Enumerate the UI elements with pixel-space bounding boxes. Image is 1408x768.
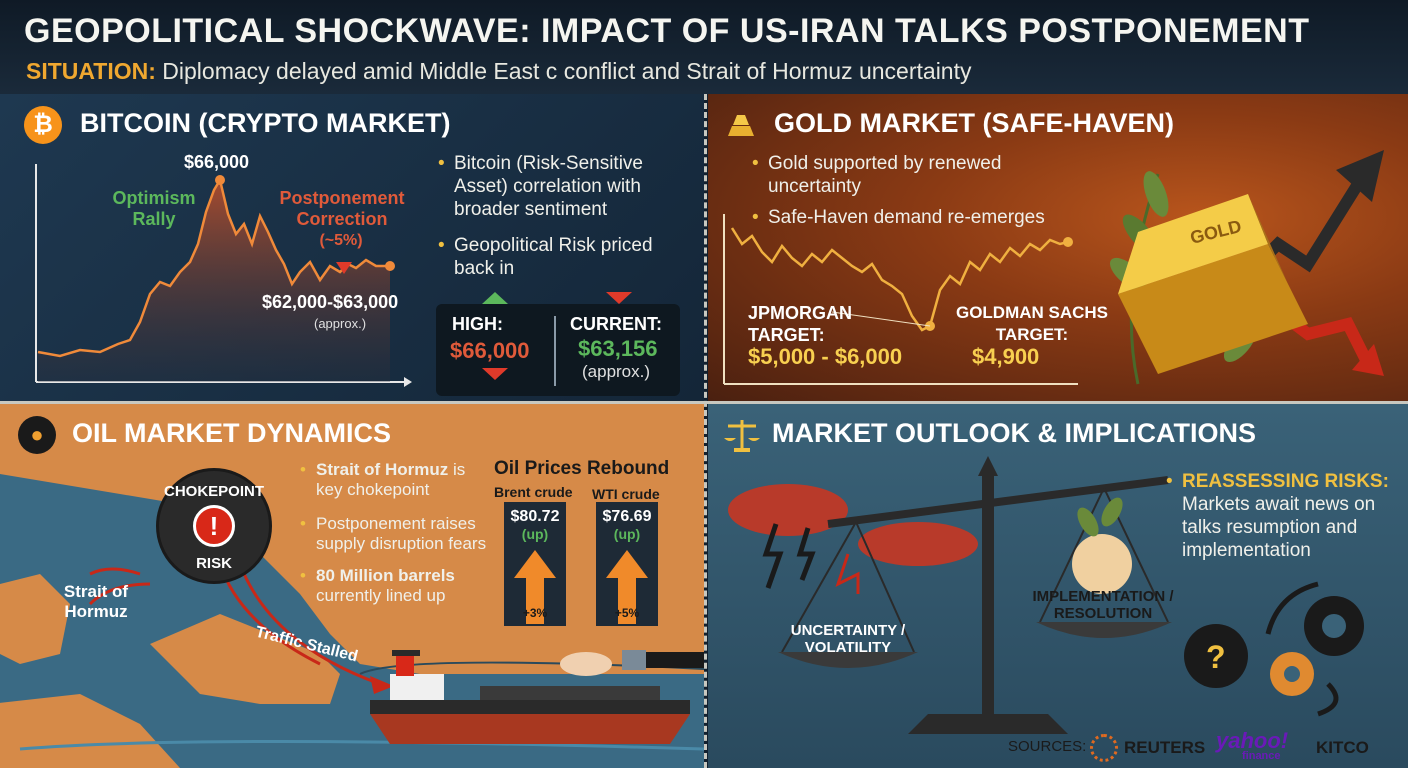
brent-label: Brent crude xyxy=(494,484,573,500)
wti-card: $76.69 (up) +5% xyxy=(596,502,658,626)
warning-icon: ! xyxy=(193,505,235,547)
gold-panel: GOLD MARKET (SAFE-HAVEN) Gold supported … xyxy=(708,94,1408,402)
brent-card: $80.72 (up) +3% xyxy=(504,502,566,626)
kitco-source: KITCO xyxy=(1316,738,1369,757)
postponement-correction-label: Postponement Correction xyxy=(279,188,405,229)
strait-of-hormuz-label: Strait of Hormuz xyxy=(63,582,129,621)
chokepoint-bottom-label: RISK xyxy=(196,555,232,572)
bitcoin-stats-box: HIGH: $66,000 CURRENT: $63,156 (approx.) xyxy=(436,304,680,396)
balance-scale-illustration: ? xyxy=(728,456,1364,734)
oil-bullet-3-text: currently lined up xyxy=(316,586,446,605)
oil-panel: ● OIL MARKET DYNAMICS CHOKEPOINT ! RISK … xyxy=(0,404,704,768)
gold-bars-icon xyxy=(728,115,754,136)
wti-price: $76.69 xyxy=(602,508,652,525)
correction-percent: (~5%) xyxy=(319,232,363,249)
brent-price: $80.72 xyxy=(510,508,560,525)
gold-bullet-2: Safe-Haven demand re-emerges xyxy=(752,206,1088,229)
gold-bullet-1: Gold supported by renewed uncertainty xyxy=(752,152,1068,198)
current-label: CURRENT: xyxy=(570,314,662,334)
gold-title: GOLD MARKET (SAFE-HAVEN) xyxy=(774,108,1174,138)
brent-direction: (up) xyxy=(521,526,549,542)
bitcoin-range-label: $62,000-$63,000 xyxy=(262,292,399,312)
up-arrow-icon xyxy=(514,550,556,624)
svg-text:?: ? xyxy=(1206,639,1226,675)
page-title: GEOPOLITICAL SHOCKWAVE: IMPACT OF US-IRA… xyxy=(24,12,1310,50)
optimism-rally-label: Optimism Rally xyxy=(112,188,196,229)
bitcoin-range-note: (approx.) xyxy=(314,316,367,331)
gold-chart: GOLD xyxy=(723,150,1384,385)
reassessing-risks-label: REASSESSING RISKS: xyxy=(1182,471,1389,492)
oil-bullet-2-text: Postponement raises supply disruption fe… xyxy=(316,514,487,553)
up-arrow-icon xyxy=(482,292,508,304)
oil-drop-icon: ● xyxy=(18,416,56,454)
down-arrow-icon xyxy=(606,292,632,304)
oil-bullet-1: Strait of Hormuz is key chokepoint xyxy=(300,460,496,500)
scales-icon xyxy=(724,420,760,452)
oil-title: OIL MARKET DYNAMICS xyxy=(72,418,392,448)
goldman-target-label: GOLDMAN SACHS TARGET: xyxy=(955,303,1109,344)
bitcoin-icon: ₿ xyxy=(24,106,62,144)
situation-text: Diplomacy delayed amid Middle East c con… xyxy=(162,58,972,84)
page-subtitle: SITUATION: Diplomacy delayed amid Middle… xyxy=(26,58,972,85)
brent-percent: +3% xyxy=(522,606,548,620)
reuters-logo-icon xyxy=(1090,734,1118,762)
bitcoin-title: BITCOIN (CRYPTO MARKET) xyxy=(80,108,451,138)
oil-bullet-1-text: is key chokepoint xyxy=(316,460,466,499)
bitcoin-peak-label: $66,000 xyxy=(184,152,250,172)
outlook-bullet-text: Markets await news on talks resumption a… xyxy=(1182,494,1376,561)
outlook-title: MARKET OUTLOOK & IMPLICATIONS xyxy=(772,418,1256,448)
current-note: (approx.) xyxy=(582,362,651,381)
yahoo-source: yahoo! xyxy=(1216,728,1289,753)
wti-direction: (up) xyxy=(613,526,641,542)
down-arrow-icon xyxy=(482,368,508,380)
high-label: HIGH: xyxy=(452,314,503,334)
oil-bullet-3: 80 Million barrels currently lined up xyxy=(300,566,496,606)
bitcoin-bullet-1: Bitcoin (Risk-Sensitive Asset) correlati… xyxy=(438,152,690,221)
bitcoin-chart xyxy=(35,164,412,387)
current-value: $63,156 xyxy=(578,336,658,361)
outlook-panel: MARKET OUTLOOK & IMPLICATIONS ? REASSESS… xyxy=(708,404,1408,768)
bitcoin-panel: ₿ BITCOIN (CRYPTO MARKET) $66,000 Optimi… xyxy=(0,94,704,402)
oil-bullet-1-bold: Strait of Hormuz xyxy=(316,460,449,479)
jpmorgan-target-label: JPMORGAN TARGET: xyxy=(748,303,853,345)
sources-label: SOURCES: xyxy=(1008,738,1087,755)
wti-label: WTI crude xyxy=(592,486,660,502)
left-pan-label: UNCERTAINTY / VOLATILITY xyxy=(790,622,906,656)
bitcoin-bullet-2: Geopolitical Risk priced back in xyxy=(438,234,690,280)
header xyxy=(0,0,1408,94)
high-value: $66,000 xyxy=(450,338,530,363)
up-arrow-icon xyxy=(606,550,648,624)
oil-rebound-title: Oil Prices Rebound xyxy=(494,458,670,479)
jpmorgan-target-value: $5,000 - $6,000 xyxy=(748,344,903,369)
goldman-target-value: $4,900 xyxy=(972,344,1040,369)
chokepoint-top-label: CHOKEPOINT xyxy=(163,483,264,500)
yahoo-finance-source: finance xyxy=(1242,750,1281,762)
outlook-bullet: REASSESSING RISKS: Markets await news on… xyxy=(1166,470,1392,562)
tanker-ship-illustration xyxy=(370,650,704,744)
stats-divider xyxy=(554,316,556,386)
right-pan-label: IMPLEMENTATION / RESOLUTION xyxy=(1032,588,1174,622)
situation-label: SITUATION: xyxy=(26,58,156,84)
wti-percent: +5% xyxy=(614,606,640,620)
vertical-divider xyxy=(704,94,708,768)
chokepoint-badge: CHOKEPOINT ! RISK xyxy=(156,468,272,584)
reuters-source: REUTERS xyxy=(1124,738,1206,757)
oil-bullet-3-bold: 80 Million barrels xyxy=(316,566,455,585)
oil-bullet-2: Postponement raises supply disruption fe… xyxy=(300,514,506,554)
